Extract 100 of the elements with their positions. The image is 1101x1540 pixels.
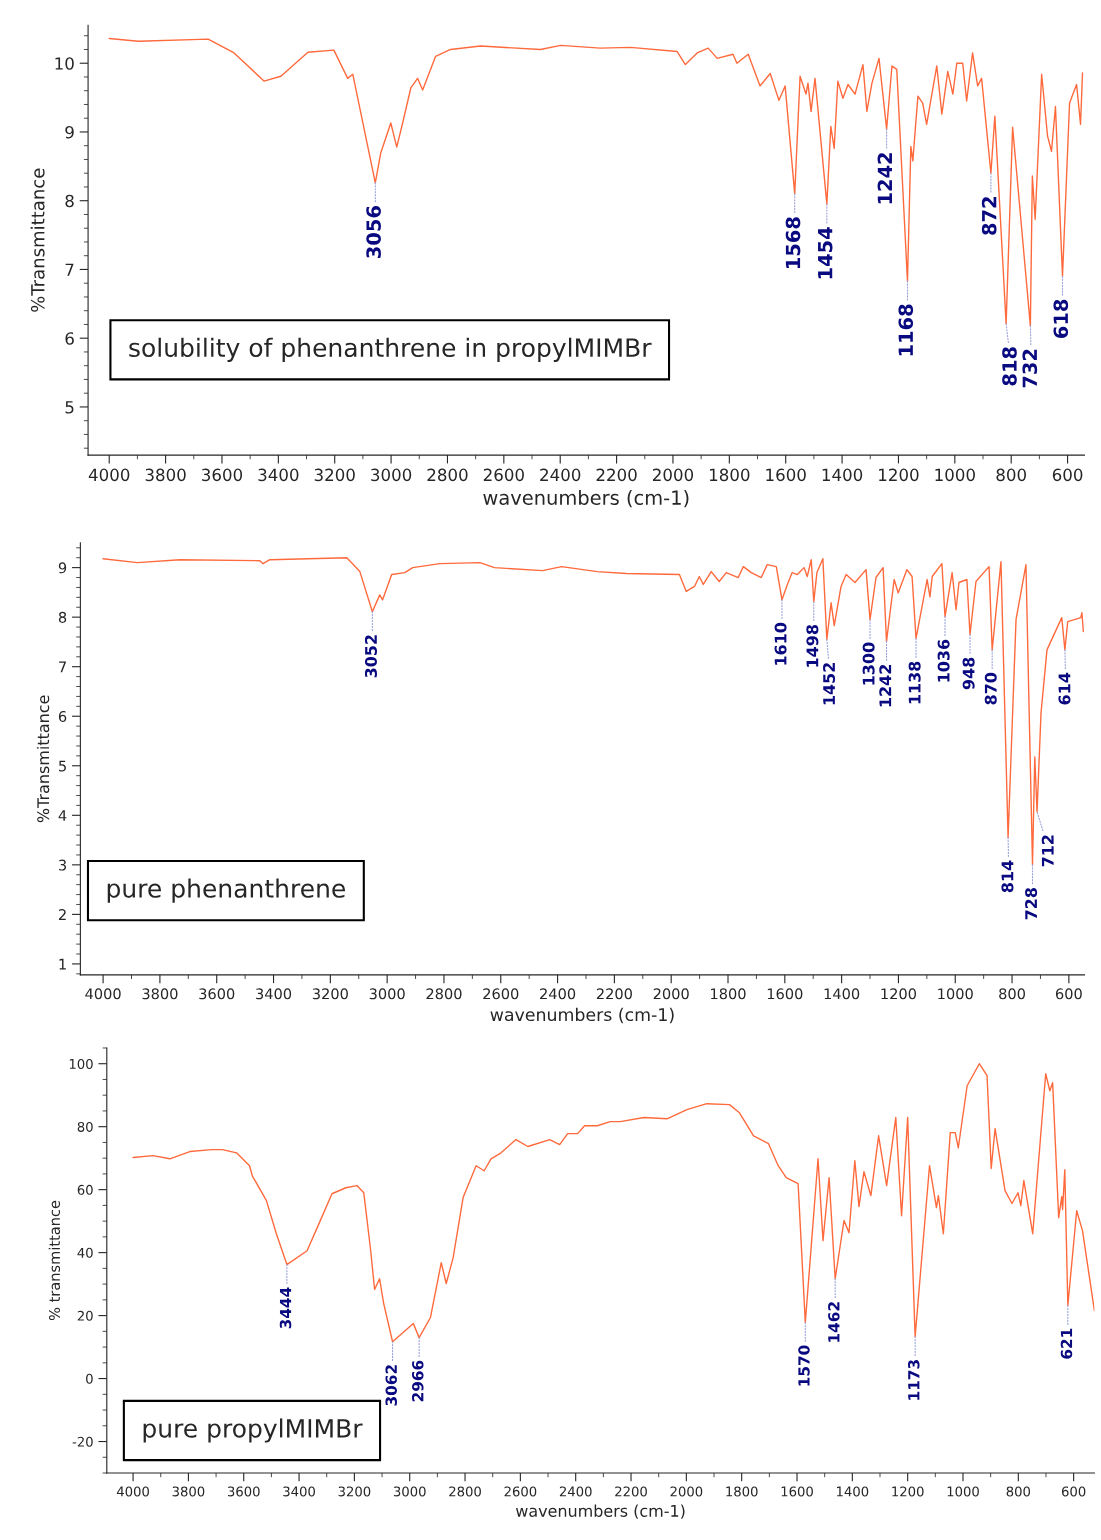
y-tick-label: 1 xyxy=(59,958,66,970)
annotation: 1138 xyxy=(908,661,921,704)
x-tick-label: 3200 xyxy=(314,468,355,482)
x-tick-label: 2000 xyxy=(652,468,694,482)
text: pure phenanthrene xyxy=(107,878,345,903)
annotation: 818 xyxy=(1002,347,1017,386)
annotation: 3056 xyxy=(366,206,381,258)
y-axis-title: % transmittance xyxy=(48,1200,61,1321)
annotation: 712 xyxy=(1041,835,1054,867)
x-tick-label: 4000 xyxy=(88,468,130,482)
y-tick-label: 5 xyxy=(65,401,74,414)
annotation: 1452 xyxy=(823,663,836,705)
y-tick-label: 7 xyxy=(59,661,66,673)
annotation: 1498 xyxy=(806,625,819,667)
x-axis-title: wavenumbers (cm-1) xyxy=(483,489,689,508)
x-tick-label: 1000 xyxy=(935,468,975,482)
text: pure propylMIMBr xyxy=(143,1418,363,1443)
x-tick-label: 800 xyxy=(999,988,1025,1000)
x-tick-label: 2200 xyxy=(596,468,637,482)
x-axis-title: wavenumbers (cm-1) xyxy=(515,1504,685,1519)
x-tick-label: 600 xyxy=(1055,988,1082,1000)
x-tick-label: 3600 xyxy=(227,1486,260,1497)
y-tick-label: 20 xyxy=(77,1310,93,1321)
x-tick-label: 1400 xyxy=(837,1486,869,1497)
annotation: 1462 xyxy=(828,1302,840,1342)
y-tick-label: 100 xyxy=(69,1058,93,1069)
annotation: 814 xyxy=(1001,860,1014,893)
y-axis-title: %Transmittance xyxy=(36,695,50,823)
annotation: 1300 xyxy=(862,642,875,685)
x-tick-label: 1400 xyxy=(822,468,863,482)
x-tick-label: 3200 xyxy=(338,1486,371,1497)
x-tick-label: 2600 xyxy=(483,988,519,1000)
y-tick-label: 6 xyxy=(58,710,67,722)
annotation: 1610 xyxy=(774,622,787,665)
y-tick-label: 80 xyxy=(77,1121,93,1132)
annotation: 2966 xyxy=(412,1360,424,1402)
y-tick-label: 6 xyxy=(65,332,74,345)
annotation: 872 xyxy=(981,197,997,235)
x-tick-label: 4000 xyxy=(116,1486,149,1497)
x-tick-label: 1600 xyxy=(767,988,803,1000)
x-tick-label: 800 xyxy=(1006,1486,1031,1497)
x-tick-label: 1200 xyxy=(881,988,917,1000)
x-tick-label: 1800 xyxy=(726,1486,758,1497)
x-tick-label: 1800 xyxy=(709,468,750,482)
y-tick-label: 5 xyxy=(59,760,66,772)
y-tick-label: 4 xyxy=(58,810,67,821)
annotation: 618 xyxy=(1053,299,1069,338)
x-tick-label: 800 xyxy=(996,468,1026,482)
x-tick-label: 3000 xyxy=(369,988,405,1000)
x-tick-label: 3000 xyxy=(371,468,412,482)
x-tick-label: 1600 xyxy=(766,468,806,482)
x-tick-label: 4000 xyxy=(85,988,121,1000)
x-tick-label: 2800 xyxy=(449,1486,481,1497)
x-tick-label: 1200 xyxy=(892,1486,924,1497)
annotation: 1242 xyxy=(877,153,892,204)
x-tick-label: 3400 xyxy=(258,468,299,482)
x-tick-label: 2200 xyxy=(596,988,632,1000)
annotation: 1036 xyxy=(937,639,950,682)
annotation: 1173 xyxy=(908,1360,920,1400)
x-tick-label: 2600 xyxy=(483,468,524,482)
annotation: 3444 xyxy=(279,1287,292,1329)
x-tick-label: 1000 xyxy=(938,988,973,1000)
y-tick-label: 7 xyxy=(65,263,74,276)
annotation: 948 xyxy=(962,657,975,690)
y-tick-label: 8 xyxy=(58,611,67,623)
x-tick-label: 600 xyxy=(1052,468,1083,482)
y-tick-label: 40 xyxy=(77,1247,93,1258)
x-tick-label: 1200 xyxy=(879,468,919,482)
x-tick-label: 1800 xyxy=(711,988,746,1000)
annotation: 870 xyxy=(984,672,997,705)
x-tick-label: 2000 xyxy=(670,1486,703,1497)
x-tick-label: 1000 xyxy=(947,1486,979,1497)
y-tick-label: 8 xyxy=(65,194,74,208)
y-tick-label: 60 xyxy=(77,1184,93,1195)
x-tick-label: 3600 xyxy=(199,988,235,1000)
x-tick-label: 2800 xyxy=(427,468,468,482)
annotation: 621 xyxy=(1060,1328,1073,1359)
x-tick-label: 3400 xyxy=(256,988,292,1000)
annotation: 3052 xyxy=(364,635,378,678)
x-tick-label: 1600 xyxy=(781,1486,813,1497)
annotation: 728 xyxy=(1025,888,1038,920)
y-tick-label: 9 xyxy=(65,125,74,139)
x-tick-label: 2400 xyxy=(540,988,576,1000)
x-tick-label: 2400 xyxy=(540,468,581,482)
annotation: 1454 xyxy=(818,227,833,279)
x-tick-label: 3400 xyxy=(283,1486,315,1497)
x-tick-label: 3000 xyxy=(393,1486,426,1497)
y-axis-title: %Transmittance xyxy=(30,168,45,312)
y-tick-label: 10 xyxy=(55,57,74,70)
x-axis-title: wavenumbers (cm-1) xyxy=(490,1007,674,1024)
annotation: 1168 xyxy=(898,304,914,356)
y-tick-label: 3 xyxy=(59,859,67,871)
annotation: 732 xyxy=(1022,349,1038,388)
x-tick-label: 2000 xyxy=(653,988,689,1000)
y-tick-label: 0 xyxy=(86,1373,93,1384)
x-tick-label: 3800 xyxy=(172,1486,205,1497)
x-tick-label: 3800 xyxy=(145,468,186,482)
annotation: 1570 xyxy=(798,1345,810,1386)
x-tick-label: 600 xyxy=(1061,1486,1086,1497)
x-tick-label: 2400 xyxy=(559,1486,592,1497)
